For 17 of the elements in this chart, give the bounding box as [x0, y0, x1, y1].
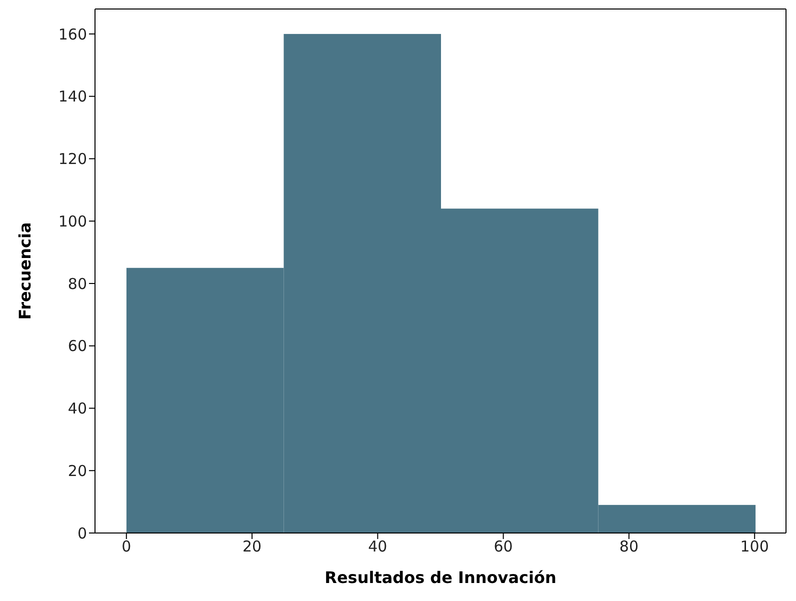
- x-tick-label: 0: [122, 538, 132, 556]
- x-tick-label: 20: [242, 538, 262, 556]
- y-tick-label: 100: [58, 212, 87, 230]
- x-tick-label: 100: [740, 538, 769, 556]
- y-tick-label: 60: [68, 337, 87, 356]
- x-axis-title: Resultados de Innovación: [324, 568, 556, 587]
- y-tick-label: 140: [58, 88, 87, 106]
- x-tick-label: 60: [494, 538, 513, 556]
- y-axis-title: Frecuencia: [16, 222, 35, 320]
- y-tick-label: 160: [58, 25, 87, 44]
- y-tick-label: 20: [68, 462, 87, 480]
- y-tick-label: 120: [58, 150, 87, 168]
- x-tick-label: 80: [619, 538, 638, 556]
- y-tick-label: 40: [68, 400, 87, 418]
- x-tick-label: 40: [368, 538, 388, 556]
- y-tick-label: 0: [77, 524, 87, 542]
- y-tick-label: 80: [68, 274, 87, 293]
